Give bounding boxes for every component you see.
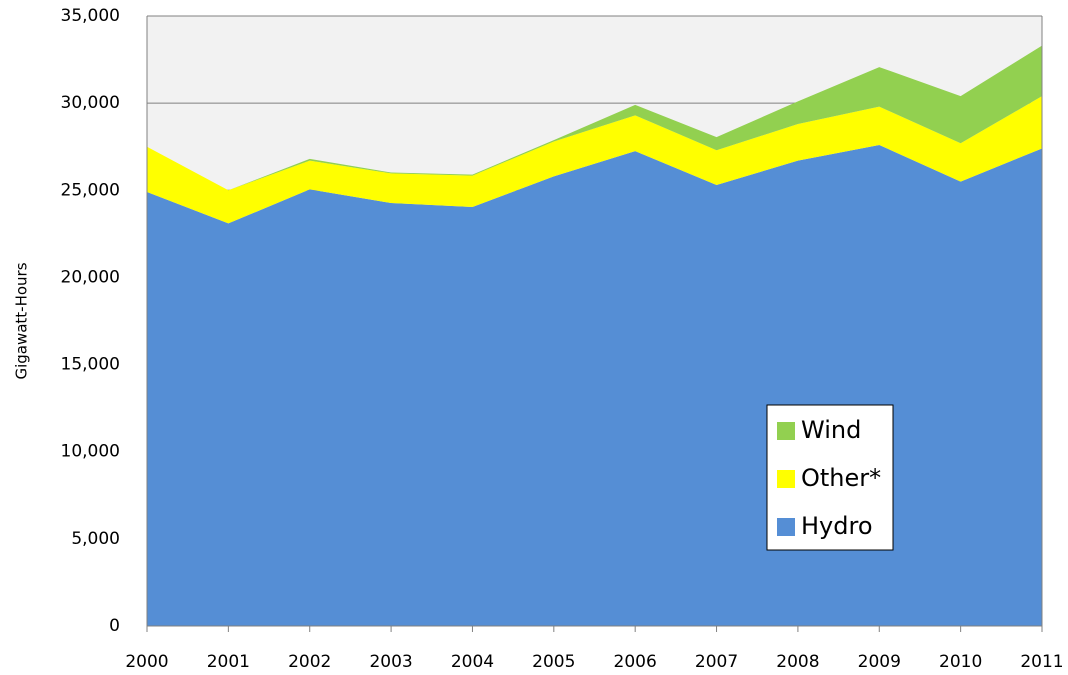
y-tick-label: 25,000 [61,180,120,200]
legend-label: Other* [801,464,881,492]
y-tick-label: 5,000 [71,529,120,549]
x-tick-label: 2011 [1020,652,1063,672]
y-tick-label: 35,000 [61,6,120,26]
legend-swatch [777,518,795,536]
legend-label: Hydro [801,512,873,540]
y-tick-label: 10,000 [61,442,120,462]
y-axis-label: Gigawatt-Hours [13,262,31,379]
x-tick-label: 2005 [532,652,575,672]
y-tick-label: 15,000 [61,355,120,375]
area [147,96,1042,224]
y-tick-label: 30,000 [61,93,120,113]
legend-label: Wind [801,416,861,444]
area [147,144,1042,626]
y-tick-label: 20,000 [61,267,120,287]
x-tick-label: 2009 [858,652,901,672]
x-tick-label: 2010 [939,652,982,672]
legend-swatch [777,422,795,440]
x-tick-label: 2003 [369,652,412,672]
x-tick-label: 2000 [125,652,168,672]
x-tick-label: 2008 [776,652,819,672]
legend-swatch [777,470,795,488]
x-tick-label: 2007 [695,652,738,672]
y-tick-label: 0 [109,616,120,636]
x-tick-label: 2002 [288,652,331,672]
x-tick-label: 2006 [614,652,657,672]
x-tick-label: 2001 [207,652,250,672]
x-tick-label: 2004 [451,652,494,672]
